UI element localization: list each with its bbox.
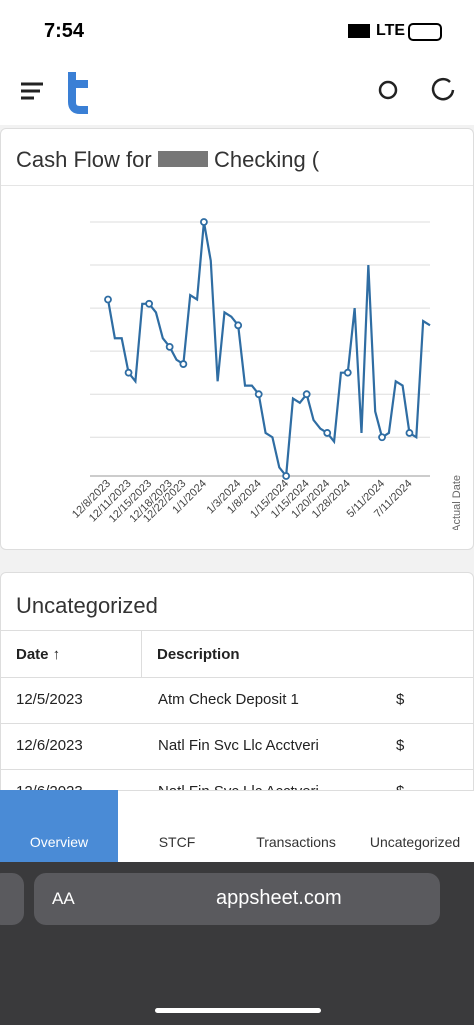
tab-label: STCF (158, 834, 196, 850)
refresh-icon[interactable] (431, 77, 455, 101)
cell: 12/5/2023 (16, 691, 83, 708)
tab[interactable]: Uncategorized (356, 790, 474, 862)
point (179, 360, 188, 368)
cell: Natl Fin Svc Llc Acctveri (158, 737, 319, 754)
tab[interactable]: Transactions (237, 790, 355, 862)
point (405, 429, 414, 437)
prev-tab (0, 873, 24, 925)
browser-bar: AA appsheet.com (0, 862, 474, 1025)
tab-label: Uncategorized (369, 834, 461, 850)
network: LTE (376, 22, 406, 39)
url-field[interactable]: AA appsheet.com (34, 873, 440, 925)
battery (408, 23, 442, 41)
signal (348, 24, 370, 38)
point (124, 368, 133, 377)
clock: 7:54 (44, 20, 85, 42)
tab[interactable]: Overview (0, 790, 118, 862)
app-bar (21, 72, 455, 114)
point (378, 433, 386, 442)
aa-button[interactable]: AA (52, 889, 75, 908)
title-part: Checking ( (213, 147, 320, 172)
menu-icon[interactable] (21, 82, 43, 100)
title-part: Cash Flow for (16, 147, 152, 172)
top-area: 7:54 LTE (0, 0, 474, 125)
point (302, 390, 311, 399)
header-cell[interactable]: Date ↑ (16, 646, 61, 663)
col-divider (141, 631, 142, 677)
card-title: Cash Flow for Checking ( (16, 147, 319, 173)
point (254, 390, 263, 399)
table-row[interactable]: 12/5/2023 Atm Check Deposit 1 $ (0, 677, 474, 724)
point (104, 295, 112, 304)
cell: $ (396, 737, 405, 754)
tab-label: Overview (29, 834, 89, 850)
url: appsheet.com (216, 887, 342, 909)
home-indicator (155, 1008, 321, 1013)
point (282, 472, 291, 480)
divider (1, 185, 473, 186)
point (323, 429, 332, 437)
table-card: Uncategorized (0, 572, 474, 804)
point (165, 342, 174, 351)
point (145, 299, 154, 308)
cell: 12/6/2023 (16, 737, 83, 754)
table-row[interactable]: 12/6/2023 Natl Fin Svc Llc Acctveri $ (0, 723, 474, 770)
cell: $ (396, 691, 405, 708)
table-title: Uncategorized (16, 593, 158, 618)
tab-label: Transactions (256, 834, 336, 850)
redacted (157, 151, 208, 167)
search-icon[interactable] (378, 80, 398, 100)
header-row: Date ↑ Description (0, 630, 474, 678)
point (343, 368, 352, 377)
chart: 12/8/202312/11/202312/15/202312/18/20231… (70, 218, 463, 530)
chart-card: Cash Flow for Checking ( (0, 128, 474, 550)
tab[interactable]: STCF (118, 790, 236, 862)
x-axis-label: Actual Date (451, 475, 463, 530)
cell: Atm Check Deposit 1 (158, 691, 299, 708)
point (200, 218, 208, 226)
line (106, 221, 431, 479)
logo (68, 72, 88, 114)
header-cell[interactable]: Description (157, 646, 240, 663)
point (234, 321, 243, 330)
